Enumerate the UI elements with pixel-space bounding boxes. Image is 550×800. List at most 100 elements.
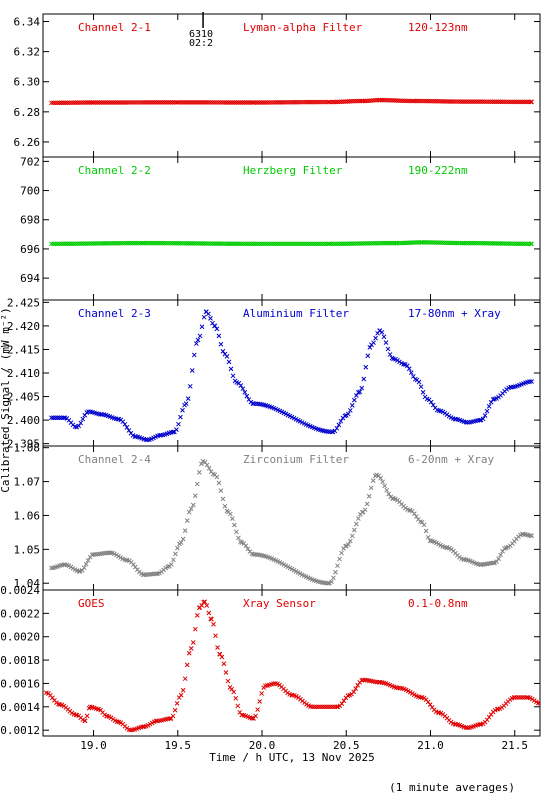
- data-point: [208, 316, 213, 321]
- data-point: [347, 407, 353, 413]
- y-tick-label: 700: [20, 185, 40, 198]
- data-point: [219, 654, 225, 660]
- data-point: [420, 389, 426, 395]
- y-tick-label: 702: [20, 155, 40, 168]
- panel-label-3: 6-20nm + Xray: [408, 453, 494, 466]
- data-point: [194, 612, 200, 618]
- data-point: [182, 676, 188, 682]
- data-point: [484, 408, 490, 414]
- series-points: [49, 97, 534, 106]
- data-point: [498, 552, 503, 558]
- y-tick-label: 2.425: [7, 296, 40, 309]
- data-point: [174, 427, 179, 433]
- data-point: [353, 686, 359, 692]
- y-tick-label: 0.0016: [0, 677, 40, 690]
- data-point: [490, 560, 496, 566]
- y-tick-label: 698: [20, 214, 40, 227]
- data-point: [336, 422, 342, 428]
- y-tick-label: 1.07: [14, 476, 41, 489]
- data-point: [192, 626, 198, 632]
- data-point: [345, 542, 351, 547]
- panel-label-1: Channel 2-4: [78, 453, 151, 466]
- data-point: [214, 474, 220, 480]
- data-point: [362, 507, 368, 513]
- data-point: [355, 682, 361, 688]
- data-point: [253, 713, 258, 719]
- data-point: [226, 359, 232, 365]
- data-point: [482, 413, 488, 418]
- data-point: [217, 651, 223, 657]
- data-point: [82, 412, 88, 418]
- data-point: [80, 416, 86, 422]
- data-point: [76, 423, 82, 429]
- chart-panel-2: 694 696 698 700 702 Channel 2-2 Herzberg Filte…: [20, 155, 541, 301]
- data-point: [188, 506, 194, 512]
- data-point: [192, 493, 198, 499]
- data-point: [169, 562, 174, 567]
- data-point: [428, 399, 434, 405]
- y-tick-label: 0.0012: [0, 724, 40, 737]
- x-tick-label: 19.5: [165, 739, 192, 752]
- data-point: [236, 535, 241, 541]
- plot-frame: [42, 156, 541, 301]
- panel-label-2: Herzberg Filter: [243, 164, 343, 177]
- data-point: [387, 352, 393, 357]
- data-point: [173, 551, 178, 557]
- data-point: [204, 603, 210, 608]
- data-point: [255, 707, 260, 712]
- chart-panel-5: 0.0012 0.0014 0.0016 0.0018 0.0020 0.0022 0.00…: [0, 584, 541, 737]
- y-tick-label: 6.26: [14, 136, 41, 149]
- y-tick-label: 6.28: [14, 106, 41, 119]
- data-point: [371, 340, 376, 346]
- data-point: [404, 363, 410, 369]
- data-point: [368, 485, 374, 491]
- x-tick-label: 19.0: [80, 739, 107, 752]
- data-point: [214, 326, 220, 332]
- data-point: [187, 383, 193, 389]
- data-point: [188, 646, 194, 651]
- data-point: [378, 475, 383, 481]
- panel-label-1: GOES: [78, 597, 105, 610]
- data-point: [178, 540, 184, 545]
- data-point: [238, 383, 244, 388]
- data-point: [423, 528, 429, 534]
- data-point: [194, 481, 200, 487]
- data-point: [537, 700, 540, 706]
- data-point: [230, 373, 236, 379]
- data-point: [354, 393, 359, 398]
- data-point: [359, 385, 365, 391]
- data-point: [193, 341, 199, 346]
- data-point: [61, 415, 66, 421]
- data-point: [231, 689, 237, 695]
- data-point: [213, 633, 218, 639]
- data-point: [349, 403, 355, 408]
- saturation-annotation-line: 02:2: [189, 38, 213, 49]
- data-point: [84, 713, 90, 719]
- data-point: [190, 502, 196, 508]
- data-point: [430, 402, 436, 408]
- data-point: [486, 404, 492, 409]
- panel-label-1: Channel 2-2: [78, 164, 151, 177]
- data-point: [259, 691, 265, 696]
- data-point: [232, 522, 237, 528]
- panel-label-3: 17-80nm + Xray: [408, 307, 501, 320]
- data-point: [245, 546, 251, 552]
- data-point: [406, 366, 412, 372]
- data-point: [463, 725, 469, 730]
- data-point: [218, 488, 224, 494]
- y-tick-label: 0.0018: [0, 654, 40, 667]
- data-point: [228, 366, 234, 372]
- data-point: [174, 700, 180, 706]
- data-point: [221, 661, 227, 667]
- data-point: [529, 241, 534, 247]
- data-point: [418, 384, 424, 390]
- panel-label-2: Aluminium Filter: [243, 307, 349, 320]
- data-point: [382, 483, 388, 489]
- x-tick-label: 20.0: [249, 739, 276, 752]
- data-point: [334, 425, 340, 431]
- data-point: [347, 538, 353, 544]
- data-point: [339, 550, 344, 556]
- data-point: [351, 527, 357, 533]
- data-point: [183, 401, 189, 406]
- data-point: [480, 416, 486, 422]
